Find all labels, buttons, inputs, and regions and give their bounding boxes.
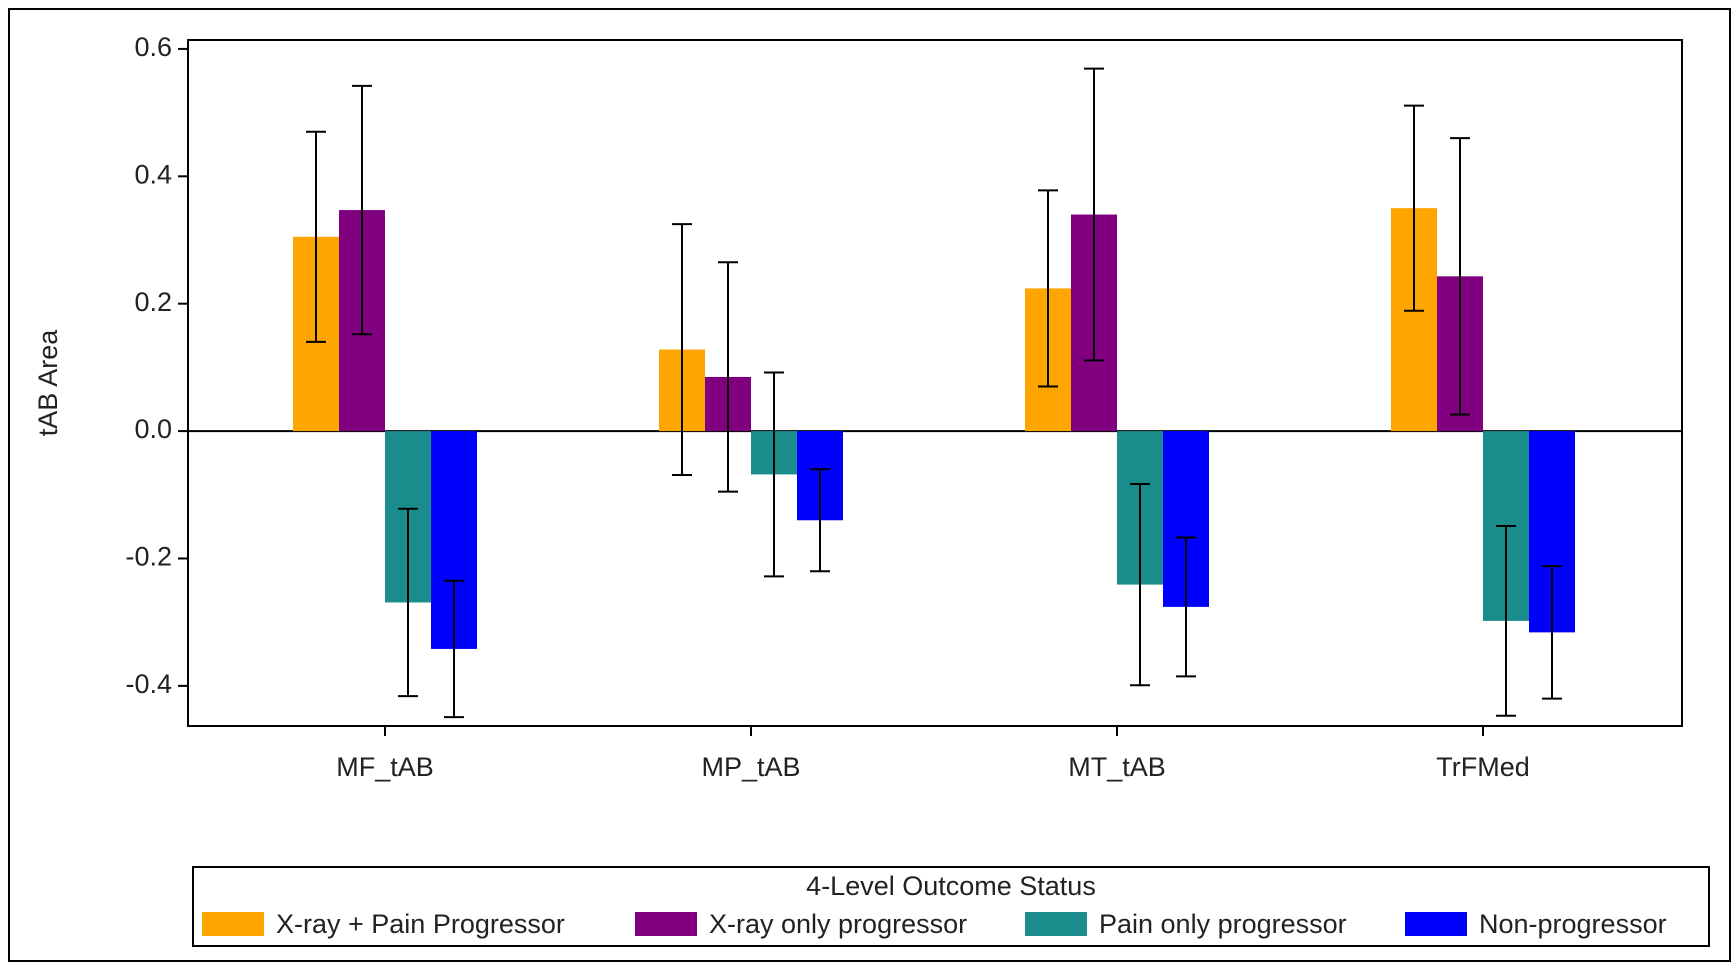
legend-label: Non-progressor bbox=[1479, 909, 1667, 939]
legend-label: Pain only progressor bbox=[1099, 909, 1347, 939]
outer-border bbox=[8, 8, 1731, 962]
error-bar bbox=[1084, 67, 1104, 362]
error-bar bbox=[1450, 137, 1470, 416]
plot-frame bbox=[187, 39, 1683, 727]
legend-swatch bbox=[1405, 912, 1467, 936]
legend-label: X-ray + Pain Progressor bbox=[276, 909, 565, 939]
y-axis-label: tAB Area bbox=[33, 329, 63, 437]
x-tick-label: MF_tAB bbox=[336, 752, 434, 782]
y-tick-label: 0.4 bbox=[134, 159, 172, 189]
legend-swatch bbox=[1025, 912, 1087, 936]
error-bar bbox=[718, 261, 738, 493]
legend-title: 4-Level Outcome Status bbox=[806, 871, 1096, 901]
x-tick-label: MT_tAB bbox=[1068, 752, 1166, 782]
legend-swatch bbox=[202, 912, 264, 936]
error-bar bbox=[672, 223, 692, 477]
error-bar bbox=[1542, 565, 1562, 700]
error-bar bbox=[1496, 524, 1516, 717]
error-bar bbox=[444, 579, 464, 719]
legend-label: X-ray only progressor bbox=[709, 909, 967, 939]
error-bar bbox=[398, 507, 418, 698]
error-bar bbox=[306, 130, 326, 343]
error-bar bbox=[1130, 482, 1150, 687]
y-tick-label: 0.6 bbox=[134, 32, 172, 62]
legend-box bbox=[192, 866, 1710, 947]
y-tick-label: -0.2 bbox=[125, 542, 172, 572]
error-bar bbox=[810, 468, 830, 573]
error-bar bbox=[352, 84, 372, 336]
error-bar bbox=[1038, 189, 1058, 388]
error-bar bbox=[1404, 104, 1424, 312]
y-tick-label: 0.2 bbox=[134, 287, 172, 317]
y-tick-label: 0.0 bbox=[134, 414, 172, 444]
error-bar bbox=[1176, 536, 1196, 678]
error-bar bbox=[764, 371, 784, 578]
x-tick-label: TrFMed bbox=[1436, 752, 1530, 782]
x-tick-label: MP_tAB bbox=[701, 752, 800, 782]
y-tick-label: -0.4 bbox=[125, 669, 172, 699]
legend-swatch bbox=[635, 912, 697, 936]
